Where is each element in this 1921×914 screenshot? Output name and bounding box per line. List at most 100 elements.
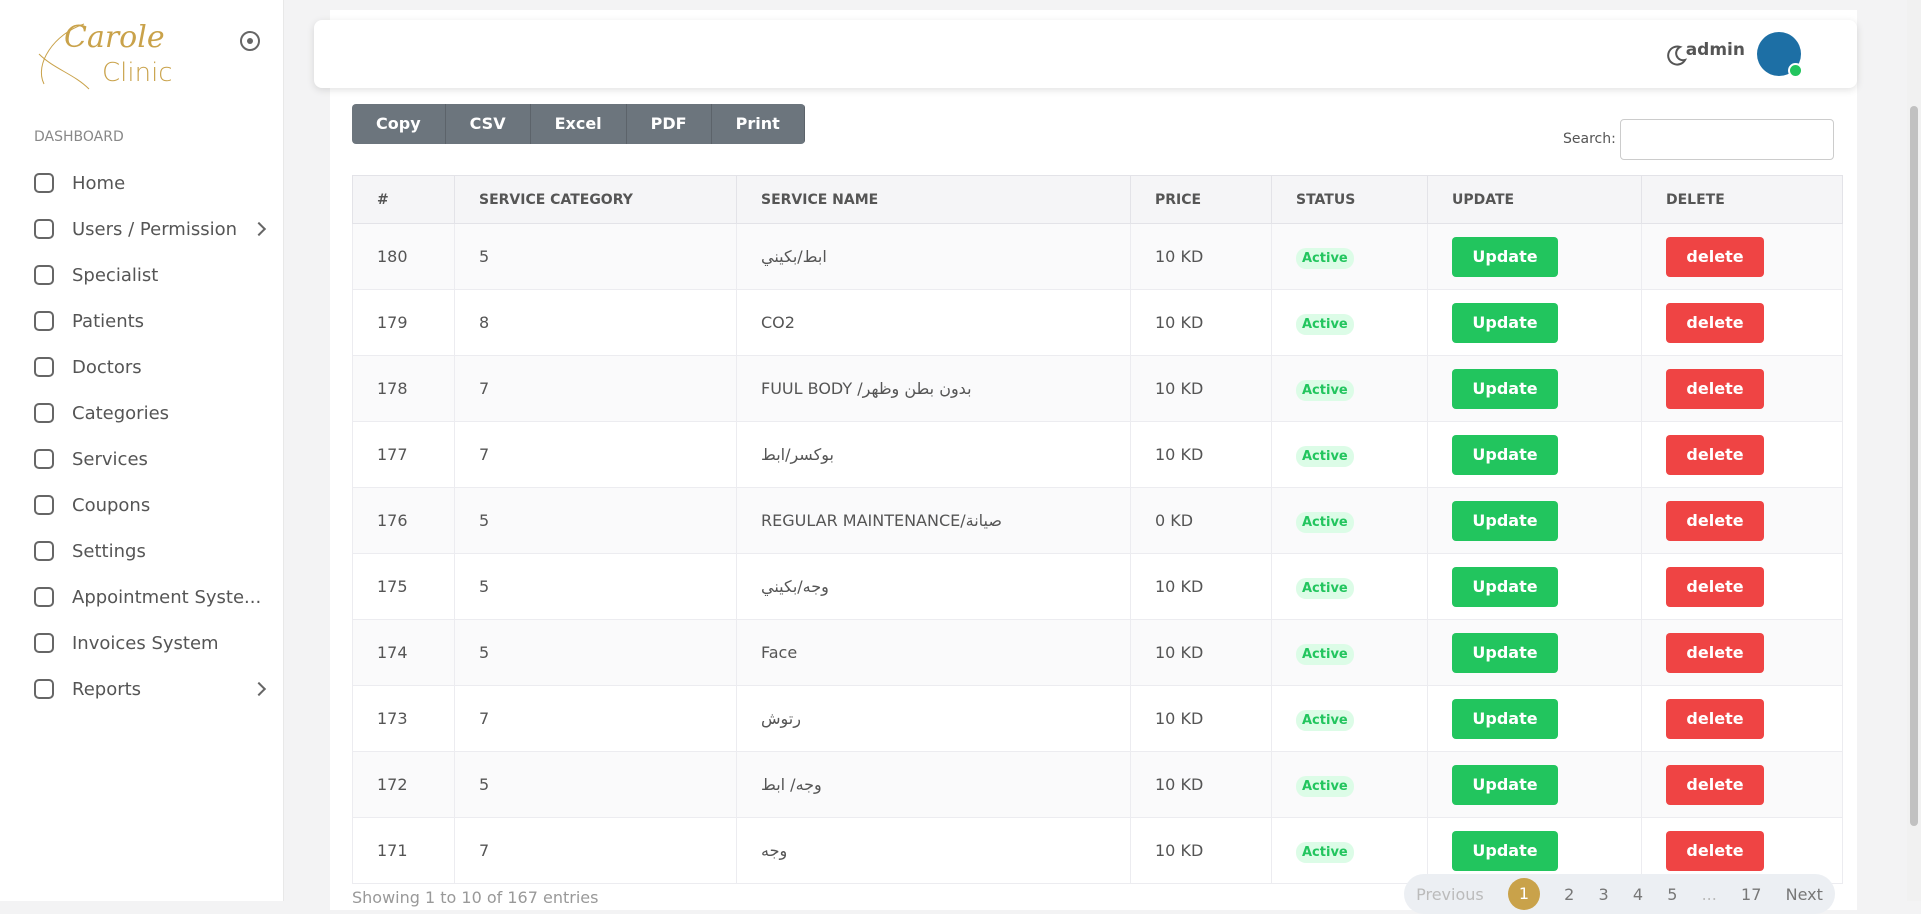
table-row: 173 7 رتوش 10 KD Active Update delete — [352, 685, 1843, 752]
table-cell: 10 KD — [1130, 751, 1272, 818]
user-name[interactable]: admin — [1685, 40, 1745, 60]
export-button[interactable]: Copy — [352, 104, 446, 144]
delete-button[interactable]: delete — [1666, 434, 1764, 475]
delete-button[interactable]: delete — [1666, 566, 1764, 607]
delete-button[interactable]: delete — [1666, 236, 1764, 277]
update-button[interactable]: Update — [1452, 764, 1558, 805]
status-badge: Active — [1296, 248, 1354, 269]
pagination: Previous 1 2 3 4 5... 17 Next — [1404, 874, 1835, 914]
table-cell: ابط/بكيني — [736, 223, 1131, 290]
brand-line: Clinic — [102, 58, 173, 88]
column-header[interactable]: # — [352, 175, 455, 224]
nav-icon — [34, 265, 54, 285]
toggle-icon[interactable] — [238, 29, 262, 53]
table-cell: CO2 — [736, 289, 1131, 356]
status-badge: Active — [1296, 776, 1354, 797]
nav-item[interactable]: Categories — [34, 398, 264, 428]
table-cell: delete — [1641, 685, 1843, 752]
update-button[interactable]: Update — [1452, 830, 1558, 871]
table-cell: 10 KD — [1130, 685, 1272, 752]
nav-item[interactable]: Specialist — [34, 260, 264, 290]
avatar[interactable] — [1757, 32, 1803, 78]
table-cell: 10 KD — [1130, 553, 1272, 620]
delete-button[interactable]: delete — [1666, 302, 1764, 343]
table-cell: 174 — [352, 619, 455, 686]
update-button[interactable]: Update — [1452, 434, 1558, 475]
nav-label: Services — [72, 448, 148, 470]
table-cell: 7 — [454, 355, 737, 422]
page-link[interactable]: Next — [1785, 884, 1823, 904]
delete-button[interactable]: delete — [1666, 698, 1764, 739]
services-table: # SERVICE CATEGORY SERVICE NAME PRICE STATUS… — [352, 175, 1843, 884]
column-header[interactable]: SERVICE NAME — [736, 175, 1131, 224]
table-cell: Active — [1271, 289, 1428, 356]
table-row: 180 5 ابط/بكيني 10 KD Active Update delete — [352, 223, 1843, 290]
delete-button[interactable]: delete — [1666, 830, 1764, 871]
nav-item[interactable]: Doctors — [34, 352, 264, 382]
export-button[interactable]: Excel — [531, 104, 627, 144]
page-link[interactable]: 3 — [1598, 884, 1609, 904]
header-row: # SERVICE CATEGORY SERVICE NAME PRICE STATUS… — [352, 175, 1843, 224]
column-header[interactable]: UPDATE — [1427, 175, 1642, 224]
delete-button[interactable]: delete — [1666, 632, 1764, 673]
column-header[interactable]: DELETE — [1641, 175, 1843, 224]
update-button[interactable]: Update — [1452, 632, 1558, 673]
page-link[interactable]: 4 — [1632, 884, 1644, 904]
nav-icon — [34, 449, 54, 469]
table-cell: Active — [1271, 223, 1428, 290]
nav-item[interactable]: Appointment Syste... — [34, 582, 264, 612]
page-link[interactable]: ... — [1701, 884, 1717, 904]
table-cell: 178 — [352, 355, 455, 422]
delete-button[interactable]: delete — [1666, 500, 1764, 541]
page-link[interactable]: Previous — [1416, 884, 1484, 904]
table-row: 172 5 وجه/ ابط 10 KD Active Update delete — [352, 751, 1843, 818]
nav-label: Categories — [72, 402, 170, 424]
logo[interactable]: Carole Clinic — [34, 14, 174, 92]
update-button[interactable]: Update — [1452, 698, 1558, 739]
nav-item[interactable]: Settings — [34, 536, 264, 566]
update-button[interactable]: Update — [1452, 302, 1558, 343]
nav-label: Specialist — [72, 264, 159, 286]
scroll-thumb[interactable] — [1910, 106, 1918, 826]
table-cell: Update — [1427, 487, 1642, 554]
table-cell: Update — [1427, 685, 1642, 752]
table-cell: Active — [1271, 751, 1428, 818]
export-button[interactable]: CSV — [446, 104, 531, 144]
page-link[interactable]: 1 — [1507, 878, 1540, 910]
delete-button[interactable]: delete — [1666, 368, 1764, 409]
nav-label: Home — [72, 172, 126, 194]
table-cell: Update — [1427, 619, 1642, 686]
page-link[interactable]: 17 — [1741, 884, 1762, 904]
table-cell: بوكسر/ابط — [736, 421, 1131, 488]
nav-label: Users / Permission — [72, 218, 237, 240]
nav-icon — [34, 311, 54, 331]
page-link[interactable]: 2 — [1564, 884, 1575, 904]
update-button[interactable]: Update — [1452, 566, 1558, 607]
export-button[interactable]: PDF — [627, 104, 712, 144]
column-header[interactable]: STATUS — [1271, 175, 1428, 224]
nav-item[interactable]: Invoices System — [34, 628, 264, 658]
nav-item[interactable]: Coupons — [34, 490, 264, 520]
delete-button[interactable]: delete — [1666, 764, 1764, 805]
nav-icon — [34, 587, 54, 607]
update-button[interactable]: Update — [1452, 368, 1558, 409]
table-cell: Active — [1271, 487, 1428, 554]
nav-item[interactable]: Services — [34, 444, 264, 474]
nav-item[interactable]: Users / Permission — [34, 214, 267, 244]
table-row: 178 7 FUUL BODY /بدون بطن وظهر 10 KD Active U… — [352, 355, 1843, 422]
theme-icon[interactable] — [1665, 44, 1687, 66]
nav-item[interactable]: Patients — [34, 306, 264, 336]
table-body: 180 5 ابط/بكيني 10 KD Active Update delete 179 8… — [352, 223, 1843, 884]
table-cell: 7 — [454, 421, 737, 488]
nav-item[interactable]: Reports — [34, 674, 267, 704]
table-cell: delete — [1641, 817, 1843, 884]
search-input[interactable] — [1620, 119, 1834, 160]
export-button[interactable]: Print — [712, 104, 805, 144]
nav-item[interactable]: Home — [34, 168, 264, 198]
column-header[interactable]: SERVICE CATEGORY — [454, 175, 737, 224]
update-button[interactable]: Update — [1452, 500, 1558, 541]
table-cell: 176 — [352, 487, 455, 554]
update-button[interactable]: Update — [1452, 236, 1558, 277]
column-header[interactable]: PRICE — [1130, 175, 1272, 224]
page-link[interactable]: 5 — [1667, 884, 1678, 904]
